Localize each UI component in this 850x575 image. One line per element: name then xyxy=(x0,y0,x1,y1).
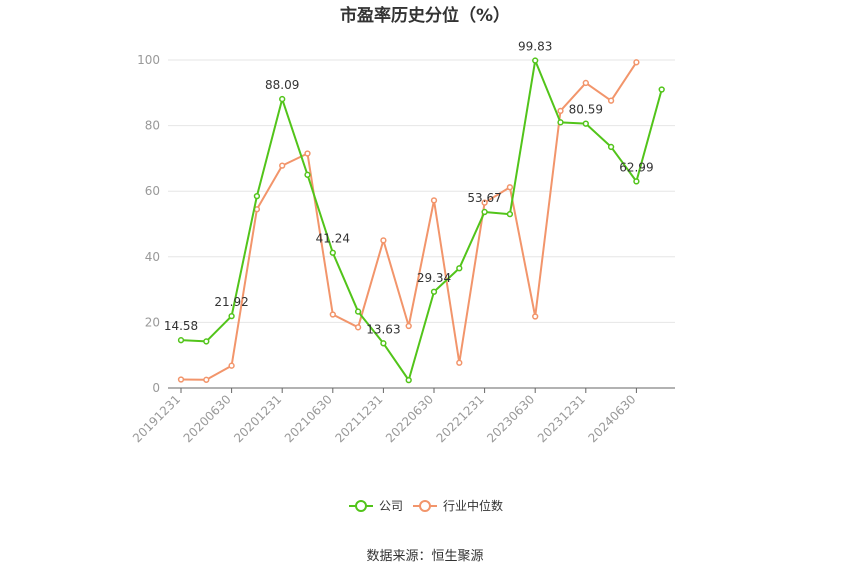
data-point xyxy=(279,162,286,169)
data-point xyxy=(607,97,615,104)
data-label: 80.59 xyxy=(569,103,603,117)
x-tick-label: 20220630 xyxy=(383,392,436,445)
data-point xyxy=(203,338,210,345)
series-0 xyxy=(177,57,665,384)
data-point xyxy=(582,79,589,87)
data-point xyxy=(557,107,564,114)
x-tick-label: 20191231 xyxy=(130,392,183,445)
data-point xyxy=(506,211,514,218)
grid xyxy=(168,59,675,323)
data-point xyxy=(481,199,488,206)
data-label: 13.63 xyxy=(366,322,400,336)
data-point xyxy=(228,312,235,320)
data-point xyxy=(304,150,311,157)
data-point xyxy=(203,376,210,383)
data-point xyxy=(456,265,463,272)
data-point xyxy=(329,249,336,256)
data-point xyxy=(658,86,665,93)
data-point xyxy=(228,362,235,369)
x-tick-label: 20231231 xyxy=(535,392,588,445)
series-layer xyxy=(177,57,665,384)
legend-label: 行业中位数 xyxy=(443,498,503,513)
data-point xyxy=(430,197,438,204)
data-point xyxy=(405,376,412,384)
data-point xyxy=(582,120,589,127)
data-label: 99.83 xyxy=(518,40,552,54)
legend-item-0: 公司 xyxy=(349,499,403,513)
data-point xyxy=(405,322,412,330)
data-point xyxy=(177,337,185,344)
chart-title: 市盈率历史分位（%） xyxy=(340,5,510,26)
data-point xyxy=(177,376,185,383)
y-tick-label: 60 xyxy=(145,184,160,198)
data-point xyxy=(380,237,387,244)
data-point xyxy=(557,119,564,126)
data-point xyxy=(380,340,387,347)
data-point xyxy=(354,324,362,331)
x-tick-label: 20201231 xyxy=(231,392,284,445)
y-tick-label: 20 xyxy=(145,315,160,329)
x-tick-label: 20211231 xyxy=(332,392,385,445)
y-tick-label: 100 xyxy=(137,53,160,67)
data-label: 53.67 xyxy=(467,191,501,205)
legend-swatch-marker xyxy=(419,500,431,512)
data-label: 41.24 xyxy=(316,232,350,246)
legend-swatch-marker xyxy=(355,500,367,512)
data-point xyxy=(456,359,463,366)
data-label: 29.34 xyxy=(417,271,451,285)
source-note: 数据来源：恒生聚源 xyxy=(366,549,483,564)
y-tick-label: 0 xyxy=(152,381,160,395)
data-point xyxy=(506,184,514,191)
x-tick-label: 20230630 xyxy=(484,392,537,445)
x-tick-label: 20210630 xyxy=(282,392,335,445)
data-point xyxy=(430,288,438,295)
data-point xyxy=(253,192,261,200)
legend-label: 公司 xyxy=(379,499,403,513)
y-tick-label: 80 xyxy=(145,119,160,133)
x-tick-label: 20200630 xyxy=(181,392,234,445)
data-label: 21.92 xyxy=(214,295,248,309)
data-labels: 14.58 21.92 88.09 41.24 13.63 29.34 53.67 99.83… xyxy=(164,40,654,337)
data-point xyxy=(481,208,488,216)
data-point xyxy=(607,143,615,151)
data-label: 88.09 xyxy=(265,78,299,92)
data-point xyxy=(354,308,362,315)
data-point xyxy=(532,57,539,64)
series-line xyxy=(180,59,663,382)
x-tick-label: 20221231 xyxy=(434,392,487,445)
data-point xyxy=(633,178,640,185)
legend: 公司 行业中位数 xyxy=(349,498,503,513)
data-point xyxy=(304,171,311,178)
series-1 xyxy=(177,59,640,383)
x-tick-label: 20240630 xyxy=(585,392,638,445)
y-tick-label: 40 xyxy=(145,250,160,264)
data-label: 62.99 xyxy=(619,160,653,174)
data-point xyxy=(532,313,539,320)
data-point xyxy=(279,95,286,103)
data-point xyxy=(633,59,640,66)
legend-item-1: 行业中位数 xyxy=(413,498,503,513)
data-point xyxy=(329,311,336,318)
data-label: 14.58 xyxy=(164,319,198,333)
